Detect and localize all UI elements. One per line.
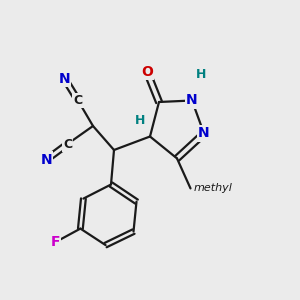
Text: C: C [63,137,72,151]
Text: C: C [74,94,82,107]
Text: H: H [196,68,206,82]
Text: N: N [186,94,198,107]
Text: methyl: methyl [194,183,232,194]
Text: O: O [141,65,153,79]
Text: F: F [51,235,60,249]
Text: N: N [59,72,70,86]
Text: H: H [135,113,146,127]
Text: N: N [41,153,52,166]
Text: N: N [198,127,210,140]
